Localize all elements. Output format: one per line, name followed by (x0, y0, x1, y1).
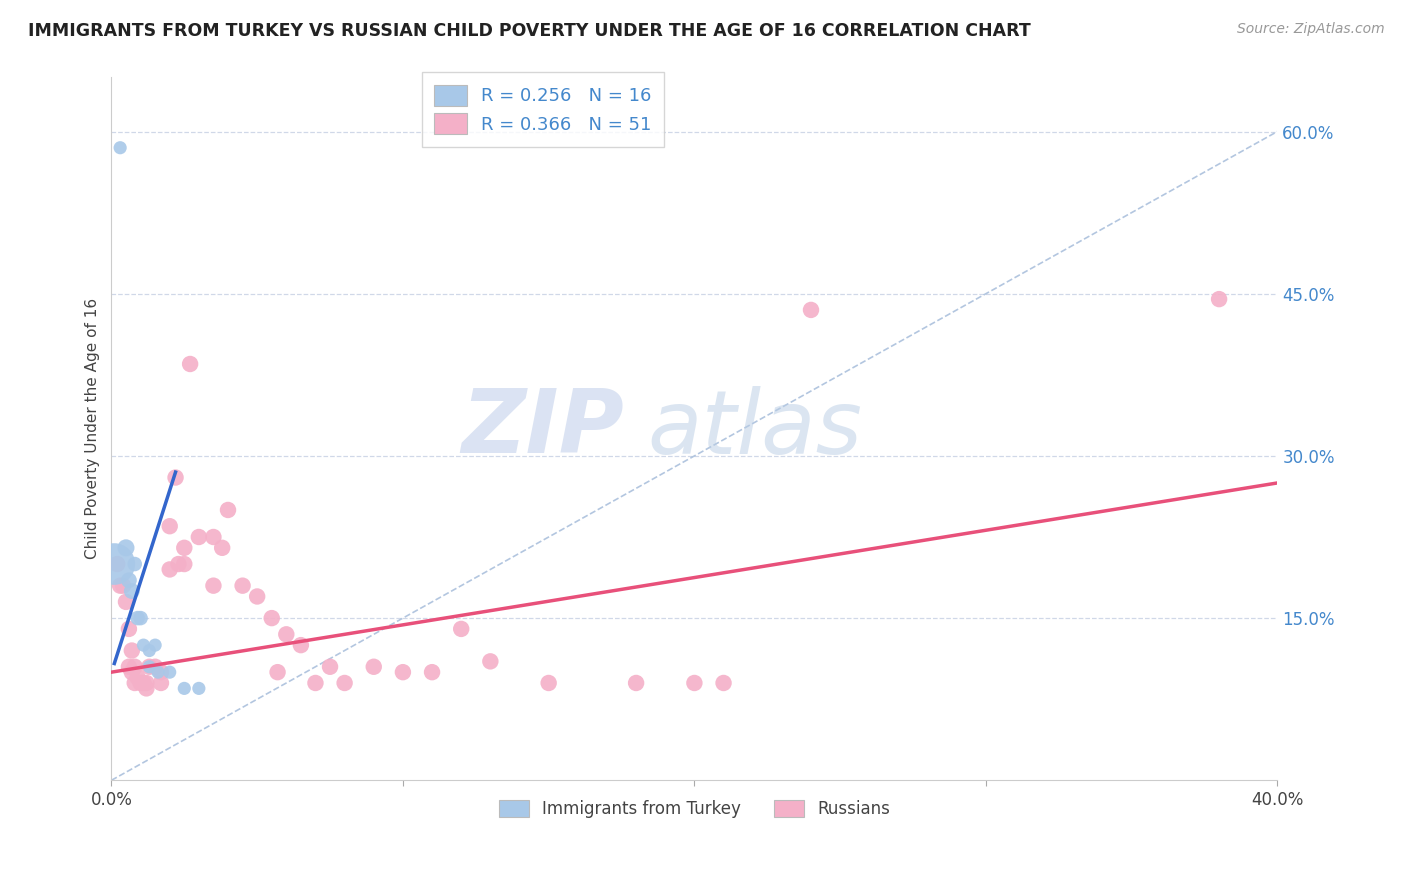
Point (217, 503, 239, 517)
Point (304, 676, 326, 690)
Point (333, 676, 356, 690)
Point (138, 659, 160, 673)
Point (392, 665, 415, 680)
Point (420, 665, 443, 680)
Point (211, 541, 233, 555)
Point (115, 541, 138, 555)
Point (121, 584, 143, 599)
Point (202, 579, 225, 593)
Point (149, 665, 172, 680)
Point (149, 676, 172, 690)
Point (713, 676, 735, 690)
Point (624, 676, 647, 690)
Point (103, 557, 125, 571)
Point (187, 681, 209, 696)
Point (127, 611, 149, 625)
Point (167, 557, 190, 571)
Text: IMMIGRANTS FROM TURKEY VS RUSSIAN CHILD POVERTY UNDER THE AGE OF 16 CORRELATION : IMMIGRANTS FROM TURKEY VS RUSSIAN CHILD … (28, 22, 1031, 40)
Point (260, 611, 283, 625)
Point (143, 659, 166, 673)
Point (115, 595, 138, 609)
Point (124, 557, 146, 571)
Point (266, 665, 288, 680)
Point (276, 627, 298, 641)
Text: atlas: atlas (648, 386, 863, 472)
Point (683, 676, 706, 690)
Text: ZIP: ZIP (461, 385, 624, 473)
Point (118, 574, 141, 588)
Point (108, 141, 131, 155)
Point (132, 638, 155, 652)
Point (319, 659, 342, 673)
Point (450, 622, 472, 636)
Y-axis label: Child Poverty Under the Age of 16: Child Poverty Under the Age of 16 (86, 298, 100, 559)
Point (173, 681, 195, 696)
Point (135, 681, 157, 696)
Point (143, 638, 166, 652)
Point (159, 665, 181, 680)
Point (127, 671, 149, 685)
Point (290, 638, 312, 652)
Point (479, 654, 502, 668)
Point (118, 622, 141, 636)
Point (129, 676, 152, 690)
Point (187, 530, 209, 544)
Point (1208, 292, 1230, 306)
Point (146, 665, 169, 680)
Point (132, 676, 155, 690)
Point (232, 579, 254, 593)
Point (173, 557, 195, 571)
Point (121, 643, 143, 657)
Point (246, 590, 269, 604)
Point (121, 665, 143, 680)
Point (138, 643, 160, 657)
Point (124, 659, 146, 673)
Point (118, 659, 141, 673)
Point (165, 470, 187, 484)
Point (179, 357, 201, 371)
Text: Source: ZipAtlas.com: Source: ZipAtlas.com (1237, 22, 1385, 37)
Point (537, 676, 560, 690)
Point (173, 541, 195, 555)
Point (108, 579, 131, 593)
Point (129, 611, 152, 625)
Point (159, 562, 181, 576)
Point (363, 659, 385, 673)
Point (105, 557, 128, 571)
Point (202, 530, 225, 544)
Point (138, 659, 160, 673)
Legend: Immigrants from Turkey, Russians: Immigrants from Turkey, Russians (492, 793, 897, 825)
Point (159, 519, 181, 533)
Point (112, 579, 135, 593)
Point (124, 676, 146, 690)
Point (800, 302, 823, 317)
Point (135, 676, 157, 690)
